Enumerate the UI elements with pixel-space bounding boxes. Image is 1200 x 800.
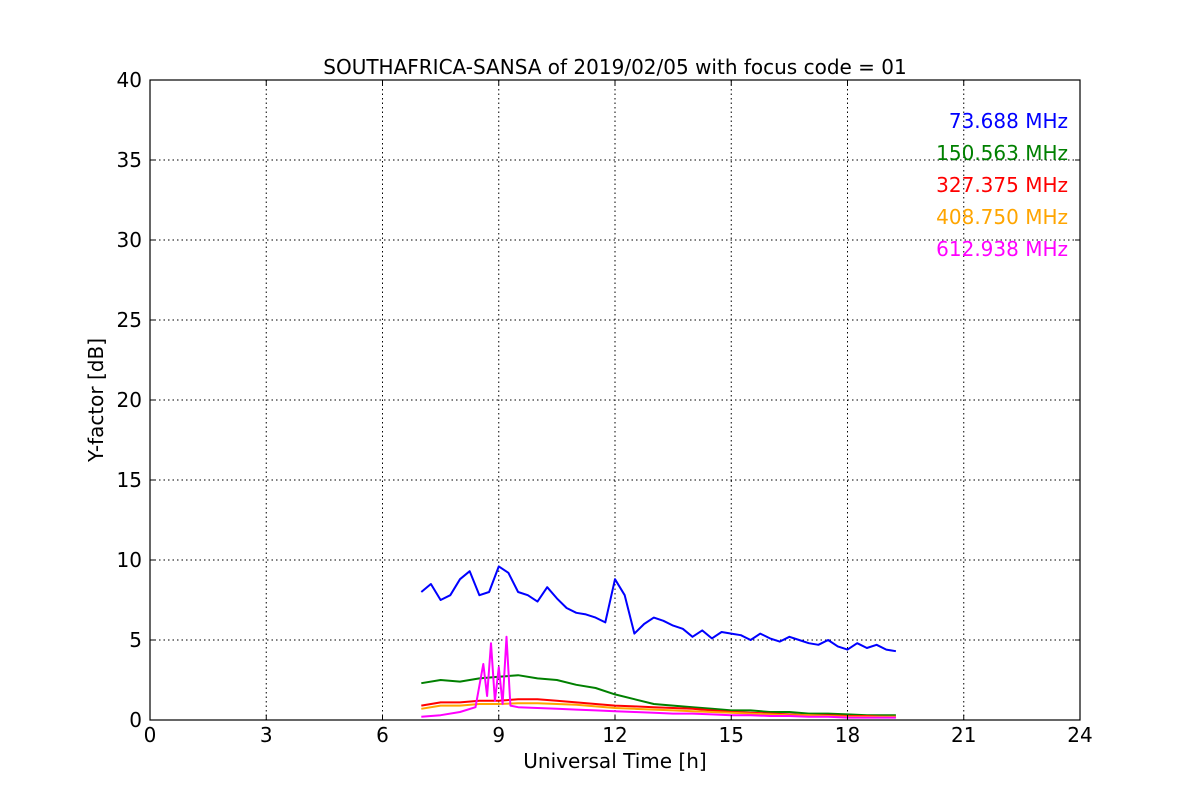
x-tick-label: 9 [492,723,505,747]
x-tick-label: 15 [719,723,744,747]
series-line-1 [420,565,897,653]
y-tick-label: 0 [129,708,142,732]
grid [150,80,1080,720]
x-tick-label: 0 [144,723,157,747]
chart-title: SOUTHAFRICA-SANSA of 2019/02/05 with foc… [323,55,907,79]
legend-entry-2: 150.563 MHz [936,141,1068,165]
y-tick-label: 30 [117,228,142,252]
series-line-5 [421,635,896,719]
y-axis-label: Y-factor [dB] [84,338,108,463]
x-tick-label: 21 [951,723,976,747]
y-tick-label: 10 [117,548,142,572]
x-tick-label: 12 [602,723,627,747]
y-tick-label: 35 [117,148,142,172]
y-tick-label: 5 [129,628,142,652]
plot-frame [149,79,1081,721]
series-line-2 [421,674,896,717]
x-tick-label: 18 [835,723,860,747]
x-tick-labels: 0 3 6 9 12 15 18 21 24 [144,723,1093,747]
legend-entry-4: 408.750 MHz [936,205,1068,229]
y-tick-label: 15 [117,468,142,492]
y-tick-label: 20 [117,388,142,412]
x-axis-label: Universal Time [h] [523,749,706,773]
y-tick-label: 40 [117,68,142,92]
x-tick-label: 6 [376,723,389,747]
legend-entry-1: 73.688 MHz [949,109,1068,133]
series-layer [420,565,897,719]
legend: 73.688 MHz 150.563 MHz 327.375 MHz 408.750 … [936,109,1068,261]
legend-entry-3: 327.375 MHz [936,173,1068,197]
x-tick-label: 24 [1067,723,1092,747]
x-tick-label: 3 [260,723,273,747]
legend-entry-5: 612.938 MHz [936,237,1068,261]
y-tick-labels: 0 5 10 15 20 25 30 35 40 [117,68,142,732]
y-tick-label: 25 [117,308,142,332]
